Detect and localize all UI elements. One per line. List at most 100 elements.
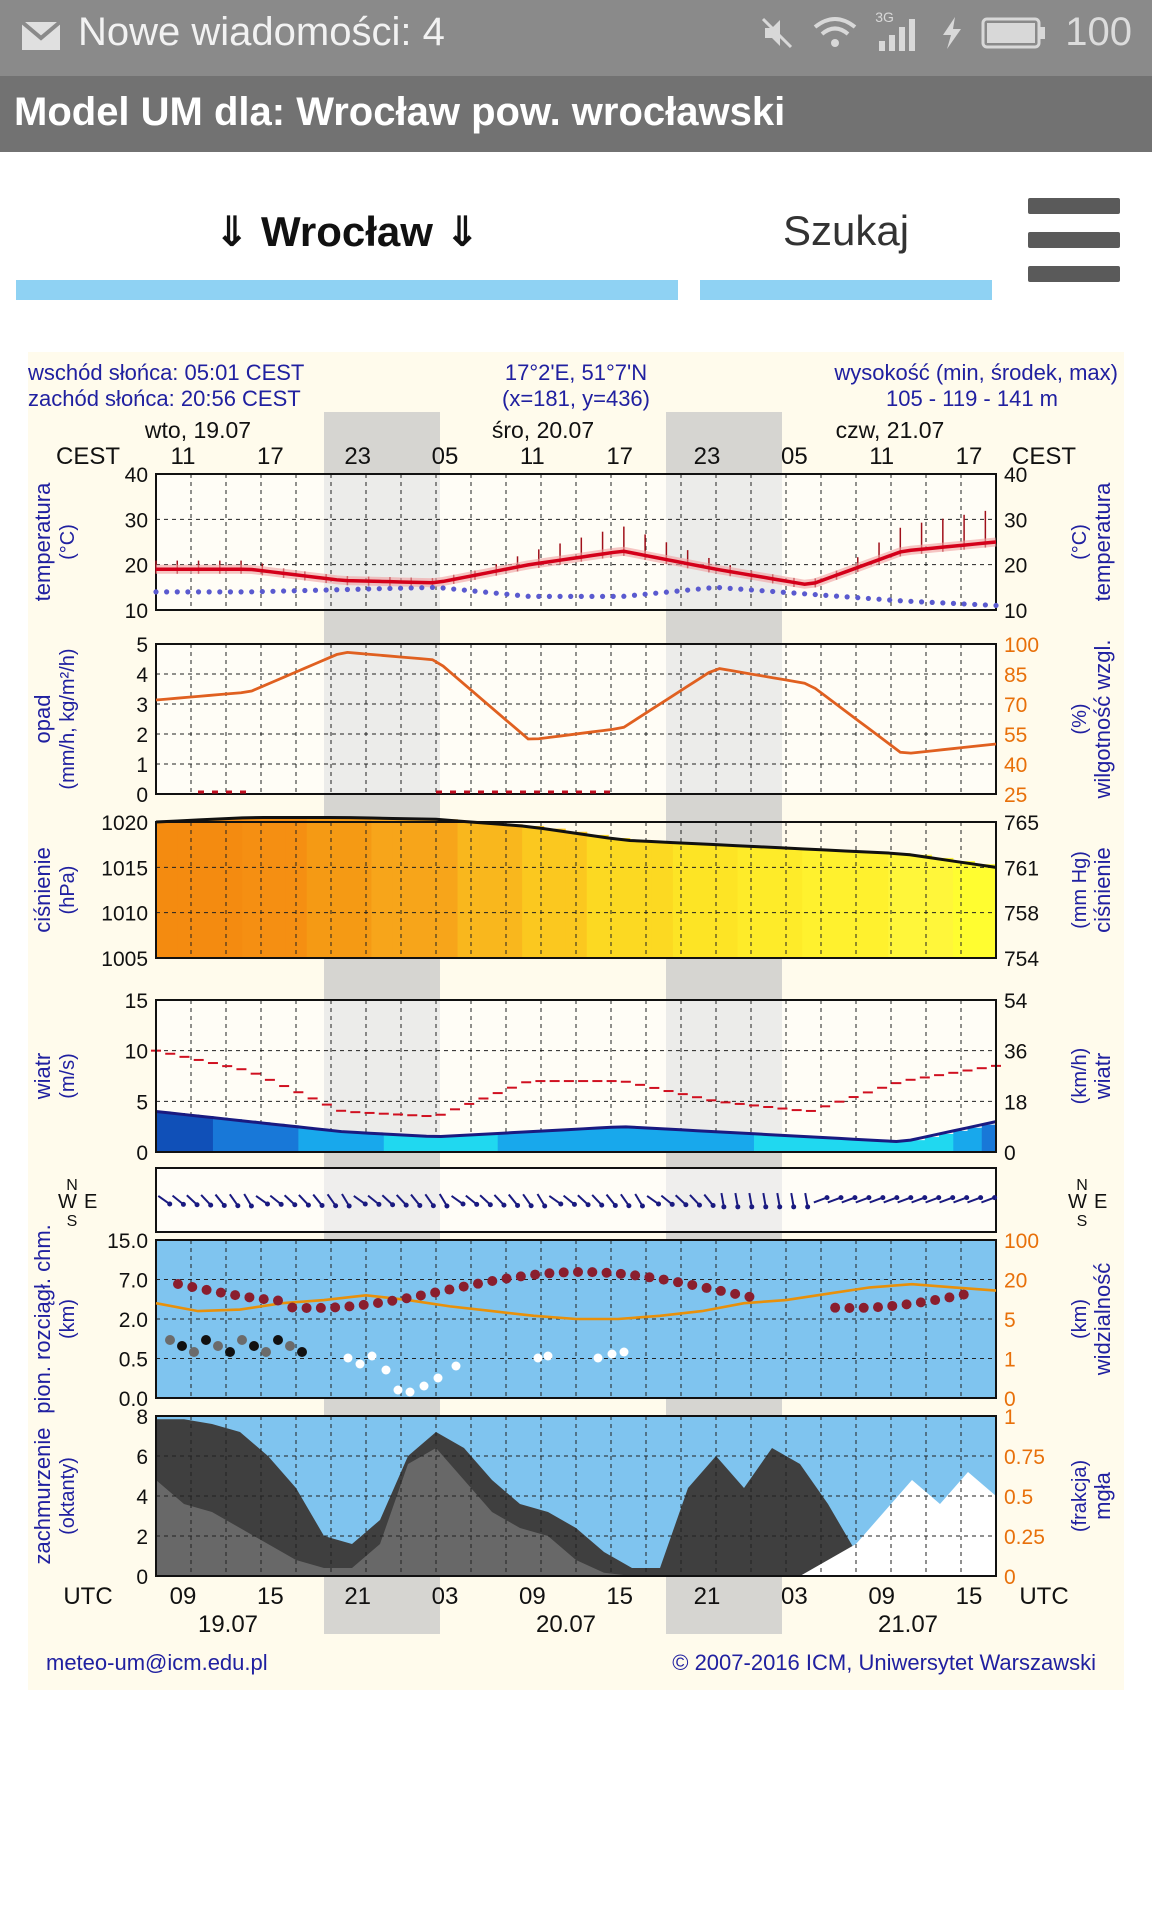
- tick-label-right: 0.5: [1004, 1486, 1033, 1509]
- tick-label-left: 1005: [101, 948, 148, 971]
- tick-label-left: 1020: [101, 812, 148, 835]
- sunset-text: zachód słońca: 20:56 CEST: [28, 386, 301, 411]
- dewpoint-point: [185, 589, 191, 595]
- cest-hour-label: 11: [171, 443, 196, 470]
- pressure-column: [328, 817, 351, 958]
- dewpoint-point: [280, 588, 287, 594]
- tick-label-right: 100: [1004, 1230, 1039, 1253]
- cloud-top-dot: [630, 1270, 641, 1281]
- footer-copyright: © 2007-2016 ICM, Uniwersytet Warszawski: [672, 1650, 1096, 1675]
- utc-label-left: UTC: [63, 1583, 112, 1610]
- coords-text: 17°2'E, 51°7'N: [505, 360, 647, 385]
- axis-label-right: temperatura: [1090, 482, 1115, 601]
- wind-speed-column: [184, 1114, 200, 1152]
- dewpoint-point: [940, 600, 946, 606]
- wind-dir-arrowhead: [978, 1195, 984, 1201]
- fog-dot: [433, 1373, 443, 1383]
- cest-hour-label: 05: [432, 443, 459, 470]
- fog-dot: [355, 1359, 365, 1369]
- fog-dot: [543, 1351, 553, 1361]
- wind-dir-arrowhead: [319, 1202, 325, 1208]
- wind-speed-column: [882, 1140, 897, 1152]
- mail-icon: [20, 20, 62, 50]
- wind-speed-column: [426, 1136, 442, 1152]
- wind-dir-arrowhead: [894, 1195, 900, 1201]
- cover-grid: [155, 1416, 997, 1576]
- wind-dir-arrowhead: [487, 1202, 493, 1208]
- dewpoint-point: [514, 592, 521, 598]
- low-cloud-dot: [273, 1335, 283, 1345]
- low-cloud-dot: [177, 1341, 187, 1351]
- tab-city[interactable]: ⇓ Wrocław ⇓: [16, 152, 678, 302]
- wind-dir-arrowhead: [683, 1202, 689, 1208]
- wind-speed-column: [697, 1130, 712, 1152]
- tick-label-left: 1: [136, 754, 148, 777]
- dewpoint-point: [461, 587, 467, 593]
- hamburger-menu-icon[interactable]: [1028, 194, 1120, 284]
- cest-label-right: CEST: [1012, 443, 1076, 470]
- low-cloud-dot: [225, 1347, 235, 1357]
- tick-label-right: 0.25: [1004, 1526, 1045, 1549]
- wind-dir-arrowhead: [964, 1195, 970, 1201]
- tab-search[interactable]: Szukaj: [700, 152, 992, 302]
- wind-speed-column: [269, 1123, 285, 1152]
- wind-dir-arrowhead: [390, 1202, 396, 1208]
- dewpoint-point: [259, 588, 265, 595]
- tick-label-right: 85: [1004, 664, 1027, 687]
- cloud-top-dot: [387, 1295, 398, 1306]
- utc-hour-label: 21: [694, 1583, 721, 1610]
- tick-label-right: 0: [1004, 1566, 1016, 1589]
- dewpoint-point: [419, 585, 425, 591]
- tick-label-left: 3: [136, 694, 148, 717]
- utc-hour-label: 15: [956, 1583, 983, 1610]
- pressure-column: [220, 818, 243, 958]
- tick-label-right: 0: [1004, 1388, 1016, 1411]
- wind-dir-arrowhead: [558, 1201, 564, 1207]
- wind-dir-arrowhead: [194, 1202, 200, 1208]
- low-cloud-dot: [213, 1341, 223, 1351]
- tick-label-left: 1010: [101, 903, 148, 926]
- wind-dir-arrowhead: [292, 1202, 298, 1208]
- dewpoint-point: [472, 588, 478, 594]
- tick-label-left: 2: [136, 1526, 148, 1549]
- cest-hour-label: 23: [344, 443, 371, 470]
- tick-label-left: 5: [136, 634, 148, 657]
- pressure-column: [306, 817, 329, 958]
- wind-dir-arrowhead: [444, 1203, 450, 1209]
- wind-speed-column: [312, 1128, 328, 1152]
- dewpoint-point: [823, 592, 829, 598]
- dewpoint-point: [334, 587, 340, 593]
- cloud-top-dot: [844, 1302, 855, 1313]
- wind-speed-column: [483, 1134, 499, 1152]
- cloud-top-dot: [301, 1302, 312, 1313]
- wind-dir-arrowhead: [880, 1195, 886, 1201]
- cloud-top-dot: [573, 1267, 583, 1278]
- fog-dot: [393, 1385, 403, 1395]
- dewpoint-point: [738, 586, 744, 592]
- wind-speed-column: [853, 1139, 869, 1152]
- fog-area: [156, 1472, 996, 1576]
- mid-cloud-area: [156, 1448, 996, 1576]
- battery-icon: [981, 17, 1046, 48]
- wind-dir-arrowhead: [763, 1204, 769, 1210]
- fog-dot: [405, 1387, 415, 1397]
- cover-frame: [155, 1415, 997, 1577]
- wind-dir-arrowhead: [180, 1201, 186, 1207]
- dewpoint-point: [387, 585, 393, 592]
- dewpoint-point: [812, 591, 818, 598]
- dewpoint-point: [355, 586, 361, 592]
- wind-speed-column: [654, 1128, 670, 1152]
- wind-dir-arrowhead: [992, 1195, 998, 1201]
- cloud-top-dot: [858, 1302, 869, 1313]
- dewpoint-point: [195, 589, 202, 595]
- pressure-column: [974, 864, 997, 958]
- charging-icon: [943, 16, 962, 49]
- cloud-top-dot: [244, 1292, 255, 1303]
- tick-label-right: 10: [1004, 600, 1027, 623]
- cloud-top-dot: [358, 1299, 369, 1310]
- wind-speed-column: [583, 1128, 598, 1152]
- cloud-top-dot: [944, 1292, 955, 1303]
- wind-dir-arrowhead: [777, 1204, 783, 1210]
- dewpoint-point: [716, 584, 723, 591]
- tick-label-right: 1: [1004, 1349, 1016, 1372]
